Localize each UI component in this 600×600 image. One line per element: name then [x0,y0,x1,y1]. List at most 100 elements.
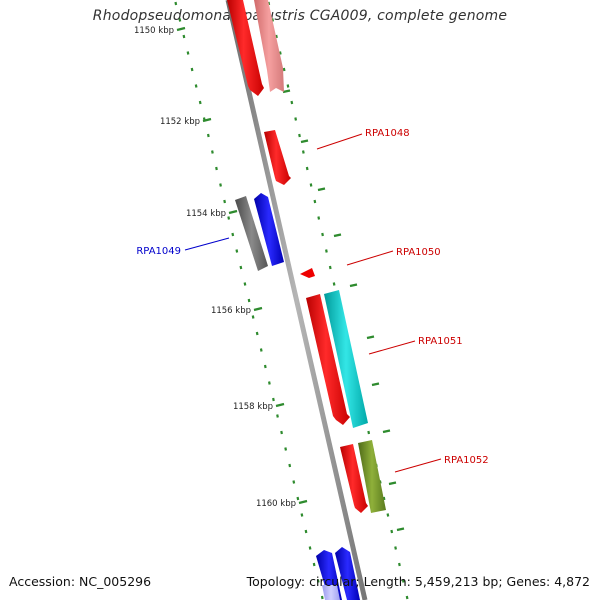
outer-ring-tick [349,283,358,288]
ring-dot [275,34,278,39]
ring-dot [251,315,255,319]
outer-ring-tick [333,233,342,238]
ring-dot [394,546,397,550]
gene-feature-rpa1049[interactable] [254,193,284,266]
gene-label-rpa1050[interactable]: RPA1050 [396,247,441,258]
ring-dot [227,216,231,220]
ring-dot [215,166,218,171]
accession-text: Accession: NC_005296 [9,574,152,589]
ring-dot [305,166,309,171]
gene-leader-line [316,133,363,150]
gene-feature-blue-bottom-2[interactable] [335,547,360,600]
gene-label-rpa1049[interactable]: RPA1049 [136,246,181,257]
outer-ring-tick [300,139,309,144]
ring-dot [405,595,409,600]
ring-dot [284,447,288,451]
ring-dot [263,364,267,369]
gene-feature-rpa1048[interactable] [264,130,291,185]
position-tick-label: 1160 kbp [256,499,296,509]
ring-dot [247,298,251,303]
ring-dot [174,1,178,6]
ring-dot [304,529,308,534]
ring-dot [296,496,300,501]
ring-dot [390,529,394,534]
gene-feature-rpa1050[interactable] [300,268,315,278]
ring-dot [286,84,290,88]
ring-dot [255,331,259,336]
ring-dot [294,117,298,121]
ring-dot [309,183,313,187]
position-tick-label: 1154 kbp [186,209,226,219]
ring-dot [223,199,226,204]
ring-dot [401,579,405,583]
gene-feature-rpa1052[interactable] [340,444,368,513]
position-tick-label: 1152 kbp [160,117,200,127]
gene-label-rpa1051[interactable]: RPA1051 [418,336,463,347]
outer-ring-tick [382,429,391,434]
genome-summary-text: Topology: circular; Length: 5,459,213 bp… [246,574,590,589]
gene-feature-rpa1051[interactable] [306,294,350,425]
gene-feature-lightblue-bottom[interactable] [322,585,340,600]
ring-dot [320,595,324,600]
ring-dot [278,51,282,55]
gene-label-rpa1052[interactable]: RPA1052 [444,455,489,466]
ring-dot [259,348,263,352]
position-tick-mark [298,499,308,505]
position-tick-mark [202,117,212,123]
gene-feature-pink-top[interactable] [254,0,284,92]
ring-dot [235,249,239,253]
gene-feature-olive[interactable] [358,440,386,513]
ring-dot [178,18,182,22]
ring-dot [398,562,401,567]
ring-dot [182,34,186,39]
position-tick-label: 1156 kbp [211,306,251,316]
outer-ring-tick [366,335,375,340]
ring-dot [276,414,279,418]
gene-feature-red-top[interactable] [227,0,264,96]
ring-dot [198,100,202,105]
position-tick-label: 1150 kbp [134,26,174,36]
ring-dot [194,84,198,88]
inner-dotted-ring [174,1,324,600]
position-tick-label: 1158 kbp [233,402,273,412]
ring-dot [219,183,222,187]
ring-dot [211,150,214,154]
ring-dot [328,265,332,270]
ring-dot [313,199,317,204]
ring-dot [298,133,301,138]
outer-ring-tick [317,187,326,192]
position-ticks: 1150 kbp 1152 kbp 1154 kbp 1156 kbp 1158 kbp… [134,26,308,509]
gene-feature-grey-1049[interactable] [235,196,268,271]
gene-leader-line [346,250,394,266]
ring-dot [382,496,386,501]
ring-dot [316,579,320,583]
position-tick-mark [176,26,186,32]
genome-title: Rhodopseudomonas palustris CGA009, compl… [92,8,508,24]
ring-dot [288,463,292,468]
ring-dot [300,513,304,517]
gene-labels: RPA1048 RPA1049 RPA1050 RPA1051 RPA1052 [136,128,489,473]
gene-leader-line [368,340,416,355]
ring-dot [243,282,247,286]
ring-dot [271,18,274,22]
ring-dot [206,133,210,138]
ring-dot [290,100,294,105]
ring-dot [292,480,296,484]
outer-ring-tick [396,527,405,532]
gene-feature-cyan[interactable] [324,290,368,428]
outer-ring-tick [388,481,397,486]
outer-ring-tick [371,382,380,387]
ring-dot [321,232,324,237]
genome-backbone [225,0,368,600]
position-tick-mark [275,402,285,408]
ring-dot [367,430,371,435]
ring-dot [301,150,305,154]
gene-label-rpa1048[interactable]: RPA1048 [365,128,410,139]
ring-dot [186,51,190,55]
outer-ring-tick [282,89,291,94]
position-tick-mark [253,306,263,312]
ring-dot [282,67,286,72]
ring-dot [332,282,336,286]
